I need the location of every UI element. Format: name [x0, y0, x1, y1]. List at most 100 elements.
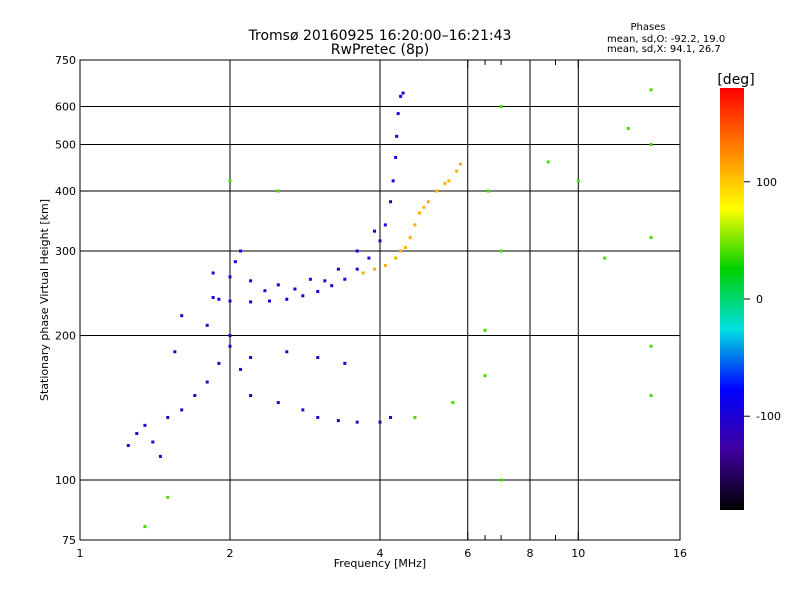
data-point	[483, 374, 487, 378]
y-tick-label: 200	[55, 330, 76, 343]
data-points	[126, 88, 653, 529]
data-point	[395, 134, 399, 138]
data-point	[394, 155, 398, 159]
data-point	[626, 126, 630, 130]
y-tick-label: 500	[55, 139, 76, 152]
data-point	[355, 420, 359, 424]
data-point	[355, 249, 359, 253]
data-point	[355, 267, 359, 271]
data-point	[217, 361, 221, 365]
data-point	[403, 246, 407, 250]
data-point	[276, 189, 280, 193]
data-point	[451, 401, 455, 405]
data-point	[233, 260, 237, 264]
data-point	[649, 88, 653, 92]
data-point	[228, 179, 232, 183]
data-point	[499, 478, 503, 482]
y-tick-label: 750	[55, 54, 76, 67]
data-point	[239, 249, 243, 253]
data-point	[343, 277, 347, 281]
data-point	[649, 236, 653, 240]
data-point	[158, 454, 162, 458]
data-point	[343, 361, 347, 365]
data-point	[228, 299, 232, 303]
data-point	[301, 408, 305, 412]
x-tick-label: 2	[227, 547, 234, 560]
data-point	[323, 279, 327, 283]
data-point	[217, 297, 221, 301]
data-point	[135, 432, 139, 436]
phases-o-stats: mean, sd,O: -92.2, 19.0	[607, 34, 725, 45]
data-point	[301, 294, 305, 298]
y-tick-label: 300	[55, 245, 76, 258]
data-point	[499, 249, 503, 253]
data-point	[285, 297, 289, 301]
data-point	[228, 344, 232, 348]
data-point	[367, 256, 371, 260]
data-point	[316, 355, 320, 359]
data-point	[180, 408, 184, 412]
data-point	[383, 263, 387, 267]
data-point	[285, 350, 289, 354]
data-point	[389, 415, 393, 419]
x-tick-label: 4	[377, 547, 384, 560]
data-point	[394, 256, 398, 260]
y-tick-label: 100	[55, 474, 76, 487]
data-point	[166, 495, 170, 499]
data-point	[458, 162, 462, 166]
colorbar: [deg] 100 0 -100	[717, 72, 781, 510]
data-point	[396, 112, 400, 116]
data-point	[205, 323, 209, 327]
data-point	[267, 299, 271, 303]
y-tick-label: 600	[55, 101, 76, 114]
colorbar-ticks: 100 0 -100	[744, 176, 781, 423]
x-tick-label: 16	[673, 547, 687, 560]
data-point	[228, 334, 232, 338]
data-point	[378, 420, 382, 424]
data-point	[293, 287, 297, 291]
data-point	[389, 200, 393, 204]
data-point	[373, 229, 377, 233]
data-point	[316, 415, 320, 419]
data-point	[228, 275, 232, 279]
data-point	[276, 401, 280, 405]
data-point	[205, 380, 209, 384]
data-point	[649, 143, 653, 147]
x-tick-label: 1	[77, 547, 84, 560]
data-point	[211, 296, 215, 300]
data-point	[483, 328, 487, 332]
data-point	[486, 189, 490, 193]
phases-heading: Phases	[630, 22, 665, 33]
x-tick-label: 8	[527, 547, 534, 560]
data-point	[443, 181, 447, 185]
data-point	[239, 367, 243, 371]
data-point	[249, 355, 253, 359]
grid-lines	[80, 60, 680, 540]
x-tick-label: 10	[571, 547, 585, 560]
data-point	[383, 223, 387, 227]
data-point	[336, 419, 340, 423]
data-point	[399, 94, 403, 98]
data-point	[126, 444, 130, 448]
data-point	[413, 223, 417, 227]
data-point	[249, 300, 253, 304]
data-point	[180, 314, 184, 318]
x-axis-label: Frequency [MHz]	[334, 557, 426, 570]
y-axis-label: Stationary phase Virtual Height [km]	[38, 199, 51, 401]
data-point	[401, 91, 405, 95]
data-point	[193, 394, 197, 398]
data-point	[391, 179, 395, 183]
colorbar-label: [deg]	[717, 72, 754, 88]
data-point	[249, 394, 253, 398]
data-point	[361, 271, 365, 275]
data-point	[308, 277, 312, 281]
data-point	[435, 189, 439, 193]
data-point	[455, 169, 459, 173]
data-point	[166, 415, 170, 419]
data-point	[373, 267, 377, 271]
data-point	[413, 415, 417, 419]
data-point	[378, 239, 382, 243]
data-point	[546, 160, 550, 164]
colorbar-tick-label: 0	[756, 293, 763, 306]
